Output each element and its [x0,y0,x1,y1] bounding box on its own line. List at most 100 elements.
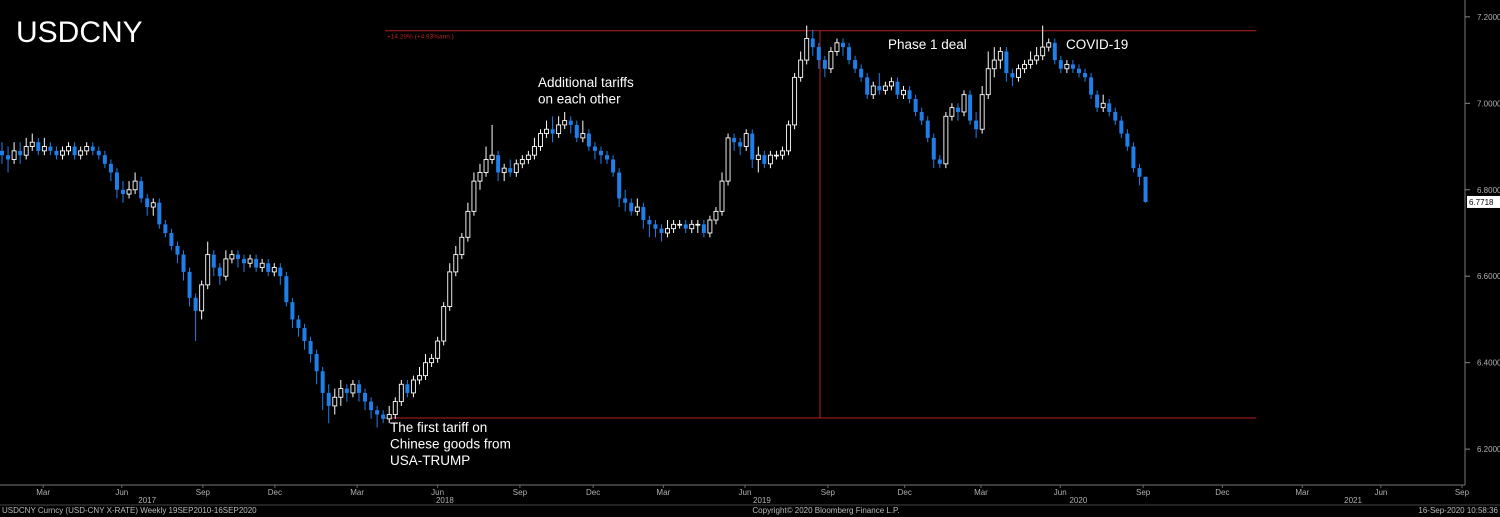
candle-body [211,254,216,268]
x-tick-label: Dec [898,488,912,497]
candle-body [465,210,471,238]
candle-body [882,85,888,91]
candle-body [979,94,985,130]
candle-body [786,124,792,152]
candle-body [683,224,688,229]
candle-body [332,396,338,407]
candle-body [834,42,840,52]
candle-body [1089,77,1094,95]
x-tick-label: Jun [115,488,128,497]
candle-body [701,224,706,233]
year-label: 2019 [753,496,771,505]
candle-body [841,42,846,48]
candle-body [913,98,918,112]
x-tick-label: Mar [350,488,364,497]
candle-body [538,133,543,147]
y-tick-label: 6.4000 [1477,359,1500,368]
candle-body [828,50,834,70]
candle-body [617,172,622,199]
x-tick-label: Jun [739,488,752,497]
candle-body [859,68,864,78]
candle-body [29,141,35,147]
candle-body [707,219,713,234]
candle-body [108,163,113,173]
candle-body [991,59,997,70]
candle-body [314,354,319,372]
candle-body [1046,42,1052,48]
x-tick-label: Jun [1374,488,1387,497]
candle-body [435,340,441,359]
candle-body [459,236,465,256]
candle-body [1058,60,1063,69]
candle-body [302,328,307,342]
candle-body [877,86,882,91]
candle-body [865,77,870,95]
candle-body [163,224,168,233]
candle-body [18,150,23,156]
candle-body [369,401,374,411]
candle-body [1113,111,1118,121]
candle-body [259,262,265,269]
candle-body [931,137,936,160]
candle-body [1119,120,1124,134]
candle-body [743,133,749,147]
candle-body [888,81,894,87]
candle-body [501,167,507,173]
candle-body [102,155,107,164]
candle-body [719,180,725,212]
annotation: Phase 1 deal [888,37,967,52]
candle-body [1131,146,1136,169]
candle-body [381,414,386,419]
candle-body [254,258,259,268]
candle-body [350,383,356,394]
candle-body [1107,103,1112,112]
candle-body [145,198,150,208]
y-tick-label: 7.0000 [1477,99,1500,108]
candle-body [847,47,852,61]
candle-body [895,81,900,95]
candle-body [489,154,495,160]
x-tick-label: Sep [821,488,836,497]
y-tick-label: 6.6000 [1477,272,1500,281]
candle-body [326,392,331,406]
x-tick-label: Mar [1295,488,1309,497]
candle-body [308,341,313,355]
candle-body [126,189,132,195]
candle-body [363,392,368,402]
candle-body [1083,73,1088,78]
candle-body [732,137,737,143]
candle-body [695,223,701,226]
last-price-label: 6.7718 [1469,198,1494,207]
candle-body [60,150,65,156]
chart-title: USDCNY [16,16,143,49]
x-tick-label: Sep [1136,488,1151,497]
candle-body [907,90,912,99]
candle-body [513,163,519,173]
candle-body [356,384,361,393]
candle-body [985,68,991,96]
candle-body [562,120,568,126]
year-label: 2020 [1069,496,1087,505]
candle-body [36,142,41,151]
candle-body [1125,133,1130,147]
y-tick-label: 6.2000 [1477,445,1500,454]
candle-body [767,154,773,165]
candle-body [659,228,664,233]
x-tick-label: Sep [196,488,211,497]
year-label: 2017 [138,496,156,505]
candle-body [447,271,453,307]
candle-body [453,254,459,273]
candle-body [798,59,804,78]
candle-body [525,154,531,160]
footer-copyright: Copyright© 2020 Bloomberg Finance L.P. [752,506,899,515]
candle-body [477,172,483,182]
footer-source: USDCNY Curncy (USD-CNY X-RATE) Weekly 19… [2,506,257,515]
candle-body [242,258,247,264]
candle-body [284,276,289,303]
candle-body [150,202,156,208]
candle-body [671,223,677,230]
candle-body [169,232,174,246]
candle-body [1052,42,1057,61]
candle-body [853,60,858,69]
